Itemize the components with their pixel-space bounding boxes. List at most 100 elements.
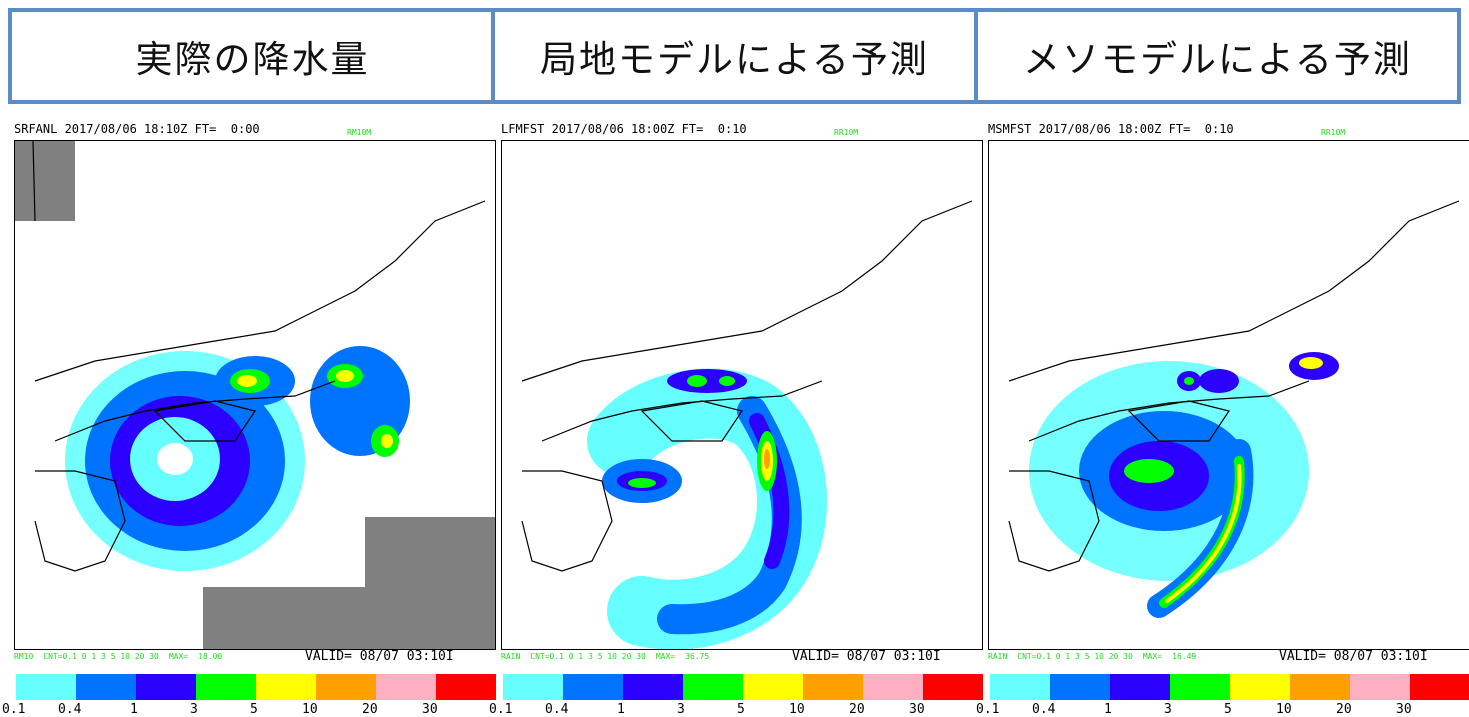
panel-analysis: SRFANL 2017/08/06 18:10Z FT= 0:00 RM10M [2,122,496,717]
field-label: RR10M [834,128,859,137]
rain-band [628,478,656,488]
colorbar-swatch [503,674,563,700]
valid-time: VALID= 08/07 03:10I [1279,649,1428,664]
rain-band [1184,377,1194,385]
colorbar-ticks: 0.1 0.4 1 3 5 10 20 30 [976,702,1469,717]
colorbar-swatch [196,674,256,700]
tick-label: 10 [302,702,318,717]
coastline [521,470,613,572]
tick-label: 10 [789,702,805,717]
rain-band [157,443,193,475]
tick-label: 10 [1276,702,1292,717]
tick-label: 3 [1164,702,1172,717]
coastline [1008,200,1460,382]
foot-legend: RAIN CNT=0.1 0 1 3 5 10 20 30 MAX= 16.49 [988,652,1206,661]
colorbar-swatch [623,674,683,700]
tick-label: 5 [737,702,745,717]
cnt-label: CNT=0.1 0 1 3 5 10 20 30 [530,652,646,661]
foot-label: RAIN [988,652,1008,661]
panel-title: LFMFST 2017/08/06 18:00Z FT= 0:10 [501,122,747,136]
precip-map [14,140,496,650]
tick-label: 20 [362,702,378,717]
tick-label: 0.4 [58,702,82,717]
tick-label: 30 [1396,702,1412,717]
colorbar [16,674,496,700]
max-label: MAX= [168,652,189,661]
tick-label: 0.1 [489,702,513,717]
tick-label: 1 [617,702,625,717]
colorbar-swatch [436,674,496,700]
colorbar-swatch [563,674,623,700]
map-svg [521,200,973,649]
colorbar-swatch [863,674,923,700]
tick-label: 1 [1104,702,1112,717]
foot-label: RAIN [501,652,521,661]
tick-label: 0.4 [545,702,569,717]
colorbar-swatch [683,674,743,700]
tick-label: 0.1 [976,702,1000,717]
colorbar-swatch [1230,674,1290,700]
rain-band [764,449,770,469]
cnt-label: CNT=0.1 0 1 3 5 10 20 30 [1017,652,1133,661]
panel-title: MSMFST 2017/08/06 18:00Z FT= 0:10 [988,122,1234,136]
tick-label: 30 [422,702,438,717]
no-data-area [15,141,75,221]
colorbar-swatch [1350,674,1410,700]
colorbar-swatch [376,674,436,700]
coastline [32,141,36,222]
tick-label: 20 [849,702,865,717]
precip-map [501,140,983,650]
colorbar-swatch [1110,674,1170,700]
no-data-area [365,517,495,649]
rain-band [381,434,393,448]
foot-label: RM10 [14,652,34,661]
colorbar-swatch [256,674,316,700]
rain-band [1199,369,1239,393]
coastline [1127,400,1230,442]
rain-band [719,376,735,386]
tick-label: 20 [1336,702,1352,717]
coastline [153,400,256,442]
tick-label: 0.4 [1032,702,1056,717]
foot-legend: RM10 CNT=0.1 0 1 3 5 10 20 30 MAX= 18.00 [14,652,232,661]
max-value: 16.49 [1172,652,1197,661]
coastline [1028,380,1310,442]
header-local-model: 局地モデルによる予測 [491,8,978,104]
panel-local-model: LFMFST 2017/08/06 18:00Z FT= 0:10 RR10M … [489,122,983,717]
colorbar-ticks: 0.1 0.4 1 3 5 10 20 30 [2,702,496,717]
cnt-label: CNT=0.1 0 1 3 5 10 20 30 [43,652,159,661]
panel-title: SRFANL 2017/08/06 18:10Z FT= 0:00 [14,122,260,136]
rain-band [687,375,707,387]
coastline [34,470,126,572]
tick-label: 0.1 [2,702,26,717]
coastline [54,380,336,442]
rain-band [1124,459,1174,483]
coastline [1008,470,1100,572]
foot-legend: RAIN CNT=0.1 0 1 3 5 10 20 30 MAX= 36.75 [501,652,719,661]
rain-band [1299,357,1323,369]
tick-label: 3 [190,702,198,717]
max-value: 36.75 [685,652,710,661]
rain-band [1165,464,1242,603]
valid-time: VALID= 08/07 03:10I [305,649,454,664]
precip-map [988,140,1469,650]
colorbar-swatch [923,674,983,700]
colorbar-swatch [136,674,196,700]
max-label: MAX= [655,652,676,661]
colorbar-swatch [990,674,1050,700]
colorbar-swatch [16,674,76,700]
rain-band [237,375,257,387]
colorbar-swatch [1050,674,1110,700]
coastline [34,200,486,382]
header-meso-model: メソモデルによる予測 [974,8,1461,104]
map-svg [1008,200,1460,618]
valid-time: VALID= 08/07 03:10I [792,649,941,664]
colorbar [990,674,1469,700]
colorbar-ticks: 0.1 0.4 1 3 5 10 20 30 [489,702,983,717]
colorbar-swatch [803,674,863,700]
coastline [541,380,823,442]
tick-label: 5 [250,702,258,717]
tick-label: 5 [1224,702,1232,717]
tick-label: 1 [130,702,138,717]
tick-label: 30 [909,702,925,717]
